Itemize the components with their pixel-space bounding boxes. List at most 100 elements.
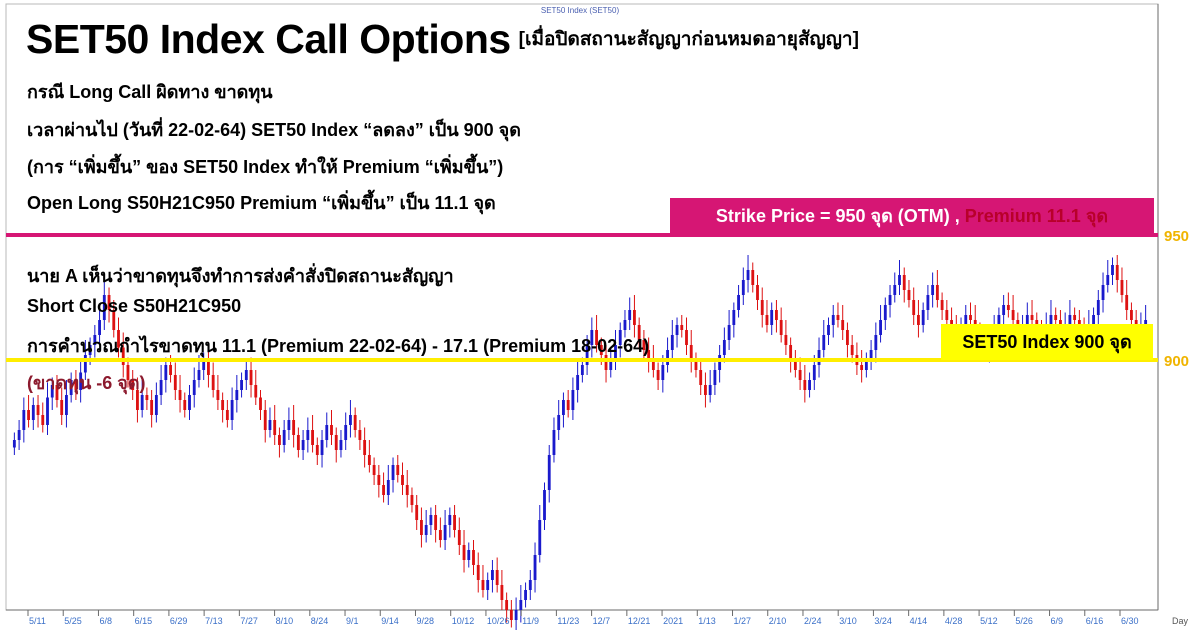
candle-body <box>107 295 111 310</box>
x-tick-label: 2021 <box>663 616 683 626</box>
x-tick-label: 10/12 <box>452 616 475 626</box>
candle-body <box>689 345 693 360</box>
candle-body <box>921 310 925 325</box>
x-tick-label: 1/27 <box>734 616 752 626</box>
candle-body <box>926 295 930 310</box>
candle-body <box>486 580 490 590</box>
candle-body <box>547 455 551 490</box>
candle-body <box>60 400 64 415</box>
candle-body <box>642 340 646 350</box>
candle-body <box>883 305 887 320</box>
x-tick-label: 10/26 <box>487 616 510 626</box>
candle-body <box>637 325 641 340</box>
candle-body <box>945 310 949 320</box>
x-tick-label: 5/26 <box>1015 616 1033 626</box>
candle-body <box>36 405 40 415</box>
candle-body <box>1011 310 1015 320</box>
text-line-premium-rise: (การ “เพิ่มขึ้น” ของ SET50 Index ทำให้ P… <box>27 157 504 177</box>
x-tick-label: 6/29 <box>170 616 188 626</box>
candle-body <box>789 345 793 360</box>
candle-body <box>31 405 35 420</box>
x-tick-label: 7/27 <box>240 616 258 626</box>
candle-body <box>566 400 570 410</box>
candle-body <box>467 550 471 560</box>
candle-body <box>420 520 423 535</box>
candle-body <box>325 425 329 440</box>
candle-body <box>850 345 854 355</box>
candle-body <box>770 310 774 325</box>
candle-body <box>22 410 26 430</box>
x-tick-label: 5/12 <box>980 616 998 626</box>
candle-body <box>647 350 651 360</box>
x-axis-unit: Day <box>1172 616 1189 626</box>
candle-body <box>65 395 68 415</box>
candle-body <box>349 415 352 425</box>
y-tick-label-900: 900 <box>1164 353 1189 370</box>
strike-price-box: Strike Price = 950 จุด (OTM) , Premium 1… <box>670 198 1154 235</box>
candle-body <box>396 465 400 475</box>
x-tick-label: 11/23 <box>557 616 579 626</box>
candle-body <box>453 515 456 530</box>
candle-body <box>173 375 177 390</box>
candle-body <box>292 420 296 435</box>
candle-body <box>793 360 797 370</box>
candle-body <box>315 445 319 455</box>
x-tick-label: 3/10 <box>839 616 857 626</box>
candle-body <box>240 380 243 390</box>
candle-body <box>429 515 433 525</box>
candle-body <box>1068 315 1072 325</box>
candle-body <box>756 285 759 300</box>
candle-body <box>831 315 835 325</box>
candle-body <box>382 485 385 495</box>
candle-body <box>334 435 338 450</box>
candle-body <box>1006 305 1010 310</box>
candle-body <box>528 580 532 590</box>
x-tick-label: 2/10 <box>769 616 787 626</box>
candle-body <box>808 380 811 390</box>
candle-body <box>623 320 627 330</box>
candle-body <box>367 455 371 465</box>
strike-premium-label: Premium 11.1 จุด <box>964 206 1109 226</box>
candle-body <box>741 280 745 295</box>
candle-body <box>448 515 452 525</box>
candle-body <box>618 330 622 345</box>
candle-body <box>1111 265 1114 275</box>
candle-body <box>1073 315 1077 320</box>
candle-body <box>481 580 485 590</box>
candle-body <box>164 365 168 380</box>
x-tick-label: 5/25 <box>64 616 82 626</box>
candle-body <box>41 415 45 425</box>
text-line-open-long: Open Long S50H21C950 Premium “เพิ่มขึ้น”… <box>27 193 496 213</box>
candle-body <box>576 375 580 390</box>
text-line-loss-note: (ขาดทุน -6 จุด) <box>27 373 146 393</box>
candle-body <box>495 570 499 585</box>
candle-body <box>1115 265 1119 280</box>
candle-body <box>273 420 277 435</box>
x-tick-label: 4/28 <box>945 616 963 626</box>
x-tick-label: 6/30 <box>1121 616 1139 626</box>
candle-body <box>358 430 362 440</box>
x-tick-label: 12/7 <box>593 616 611 626</box>
candle-body <box>1144 320 1148 325</box>
candle-body <box>443 525 447 540</box>
candle-body <box>476 565 480 580</box>
candle-body <box>651 360 655 370</box>
candle-body <box>718 355 722 370</box>
candle-body <box>935 285 939 300</box>
candle-body <box>727 325 731 340</box>
candle-body <box>244 370 248 380</box>
text-line-short-close: Short Close S50H21C950 <box>27 296 242 316</box>
candle-body <box>211 375 215 390</box>
candle-body <box>330 425 333 435</box>
candle-body <box>301 440 305 450</box>
candle-body <box>732 310 736 325</box>
candle-body <box>131 380 135 390</box>
candle-body <box>79 372 83 390</box>
candle-body <box>1049 315 1053 325</box>
candle-body <box>775 310 778 320</box>
candle-body <box>98 320 101 335</box>
candle-body <box>197 370 201 380</box>
candle-body <box>372 465 376 475</box>
x-tick-label: 6/16 <box>1086 616 1104 626</box>
